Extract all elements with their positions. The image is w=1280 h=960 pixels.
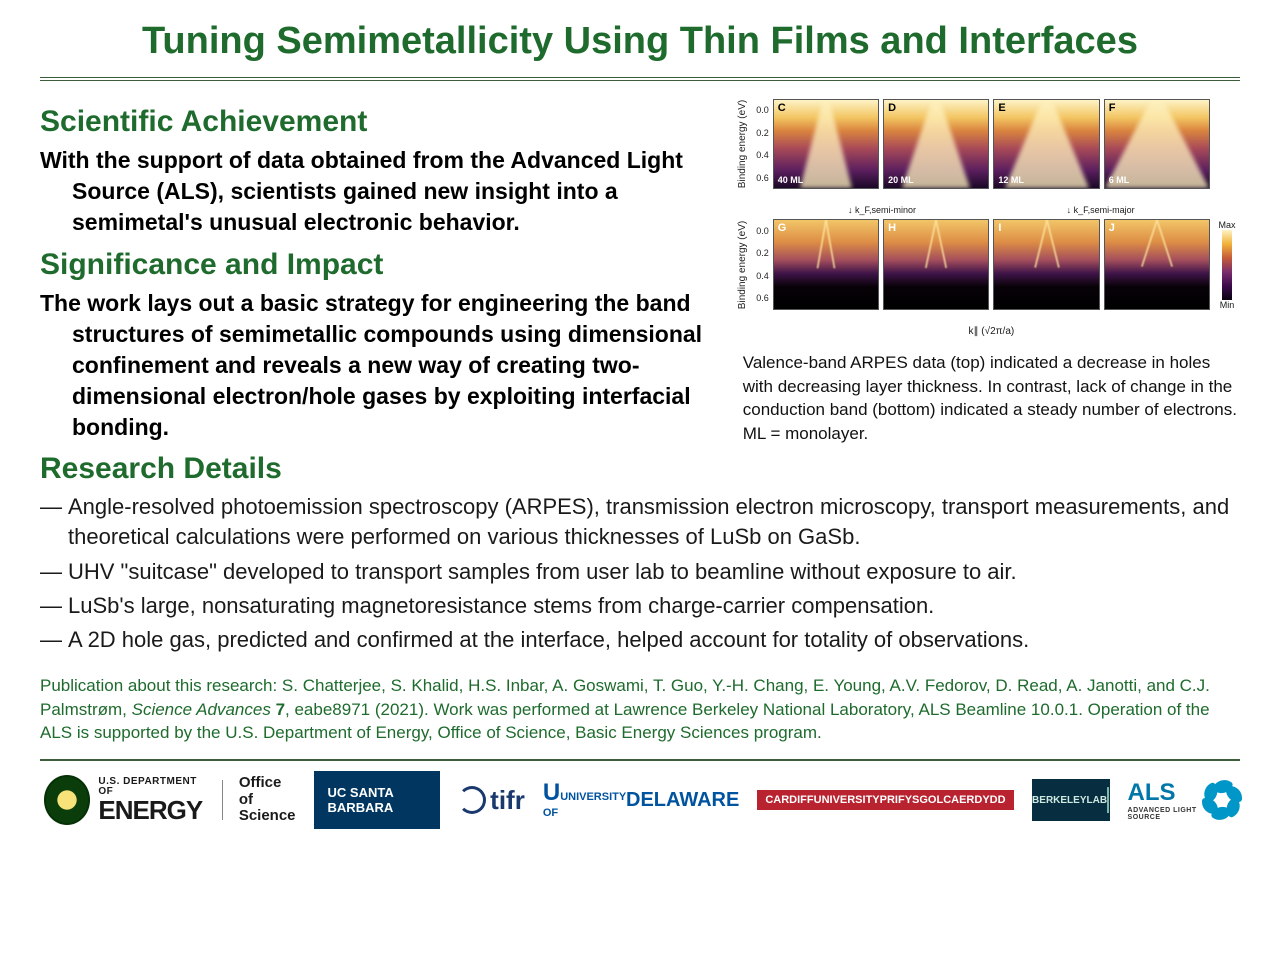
doe-big: ENERGY bbox=[98, 797, 205, 823]
doe-logo: U.S. DEPARTMENT OF ENERGY Office of Scie… bbox=[44, 775, 296, 825]
doe-office1: Office of bbox=[239, 775, 296, 808]
cardiff-logo: CARDIFFUNIVERSITY PRIFYSGOLCAERDYDD bbox=[757, 790, 1013, 811]
doe-office2: Science bbox=[239, 808, 296, 825]
berkeley-gate-icon bbox=[1107, 787, 1109, 813]
arpes-panel-bottom: J-0.50.00.5 bbox=[1104, 219, 1210, 309]
details-list: Angle-resolved photoemission spectroscop… bbox=[40, 492, 1240, 656]
publication-text: Publication about this research: S. Chat… bbox=[40, 674, 1240, 745]
colorbar: MaxMin bbox=[1214, 219, 1240, 309]
berkeley-lab-logo: BERKELEY LAB bbox=[1032, 779, 1110, 821]
achievement-heading: Scientific Achievement bbox=[40, 105, 713, 139]
achievement-text: With the support of data obtained from t… bbox=[40, 145, 713, 238]
ucsb-logo: UC SANTA BARBARA bbox=[314, 771, 441, 829]
impact-text: The work lays out a basic strategy for e… bbox=[40, 288, 713, 443]
arpes-panel-bottom: G-0.50.00.5 bbox=[773, 219, 879, 309]
details-item: UHV "suitcase" developed to transport sa… bbox=[68, 557, 1240, 587]
y-axis: 0.00.20.40.6Binding energy (eV) bbox=[743, 219, 769, 309]
figure-caption: Valence-band ARPES data (top) indicated … bbox=[743, 351, 1240, 446]
k-annotations: ↓ k_F,semi-minor↓ k_F,semi-major bbox=[773, 193, 1210, 215]
x-axis-label: k∥ (√2π/a) bbox=[743, 314, 1240, 337]
tifr-logo: tifr bbox=[458, 785, 525, 816]
tifr-swirl-icon bbox=[458, 786, 486, 814]
title-divider bbox=[40, 77, 1240, 81]
footer-divider bbox=[40, 759, 1240, 761]
details-item: LuSb's large, nonsaturating magnetoresis… bbox=[68, 591, 1240, 621]
details-heading: Research Details bbox=[40, 452, 1240, 486]
als-logo: ALS ADVANCED LIGHT SOURCE bbox=[1128, 779, 1236, 821]
page-title: Tuning Semimetallicity Using Thin Films … bbox=[40, 20, 1240, 63]
arpes-panel-top: F6 ML-0.50.00.5 bbox=[1104, 99, 1210, 189]
udel-logo: UUNIVERSITY OF DELAWARE bbox=[543, 782, 740, 818]
arpes-panel-top: E12 ML-0.50.00.5 bbox=[993, 99, 1099, 189]
details-item: A 2D hole gas, predicted and confirmed a… bbox=[68, 625, 1240, 655]
arpes-figure: 0.00.20.40.6Binding energy (eV)C40 MLδ β… bbox=[743, 99, 1240, 337]
arpes-panel-top: C40 MLδ β-0.50.00.5 bbox=[773, 99, 879, 189]
arpes-panel-bottom: I-0.50.00.5 bbox=[993, 219, 1099, 309]
doe-seal-icon bbox=[44, 775, 90, 825]
als-aperture-icon bbox=[1209, 781, 1236, 819]
impact-heading: Significance and Impact bbox=[40, 248, 713, 282]
arpes-panel-top: D20 ML-0.50.00.5 bbox=[883, 99, 989, 189]
logo-row: U.S. DEPARTMENT OF ENERGY Office of Scie… bbox=[40, 771, 1240, 829]
doe-small: U.S. DEPARTMENT OF bbox=[98, 777, 205, 797]
arpes-panel-bottom: H-0.50.00.5 bbox=[883, 219, 989, 309]
details-item: Angle-resolved photoemission spectroscop… bbox=[68, 492, 1240, 553]
y-axis: 0.00.20.40.6Binding energy (eV) bbox=[743, 99, 769, 189]
